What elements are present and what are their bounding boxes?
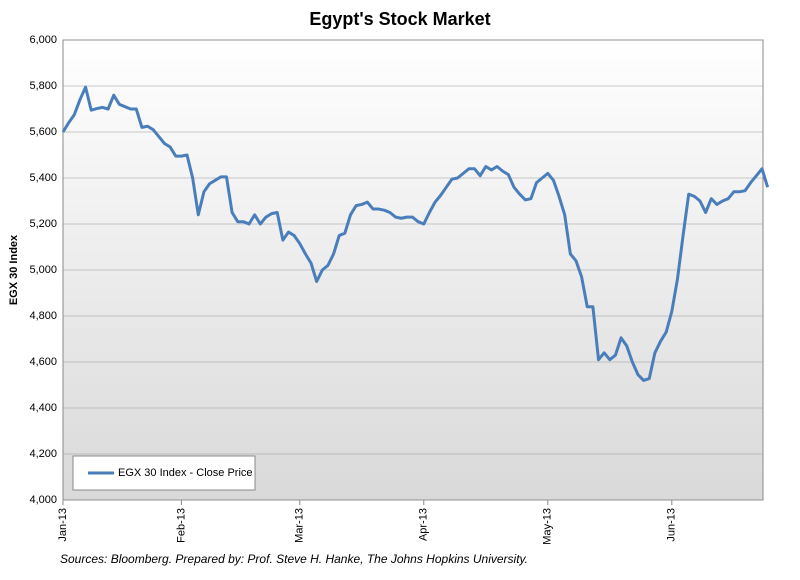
x-tick-label: Apr-13: [418, 508, 430, 541]
x-tick-label: Mar-13: [294, 508, 306, 543]
y-tick-label: 5,000: [29, 264, 57, 276]
line-series: [61, 85, 770, 382]
chart-title: Egypt's Stock Market: [309, 9, 490, 29]
y-tick-label: 5,600: [29, 126, 57, 138]
y-tick-label: 6,000: [29, 34, 57, 46]
y-tick-label: 5,800: [29, 80, 57, 92]
y-tick-label: 5,200: [29, 218, 57, 230]
y-tick-label: 4,000: [29, 494, 57, 506]
legend-label: EGX 30 Index - Close Price: [118, 467, 253, 479]
y-tick-label: 4,200: [29, 448, 57, 460]
x-tick-label: Jun-13: [666, 508, 678, 542]
x-tick-label: Feb-13: [175, 508, 187, 543]
source-note: Sources: Bloomberg. Prepared by: Prof. S…: [60, 552, 528, 566]
y-tick-label: 4,600: [29, 356, 57, 368]
y-tick-label: 4,400: [29, 402, 57, 414]
x-tick-label: Jan-13: [57, 508, 69, 542]
y-tick-label: 5,400: [29, 172, 57, 184]
y-axis-label: EGX 30 Index: [8, 234, 20, 305]
y-tick-label: 4,800: [29, 310, 57, 322]
x-tick-label: May-13: [542, 508, 554, 545]
